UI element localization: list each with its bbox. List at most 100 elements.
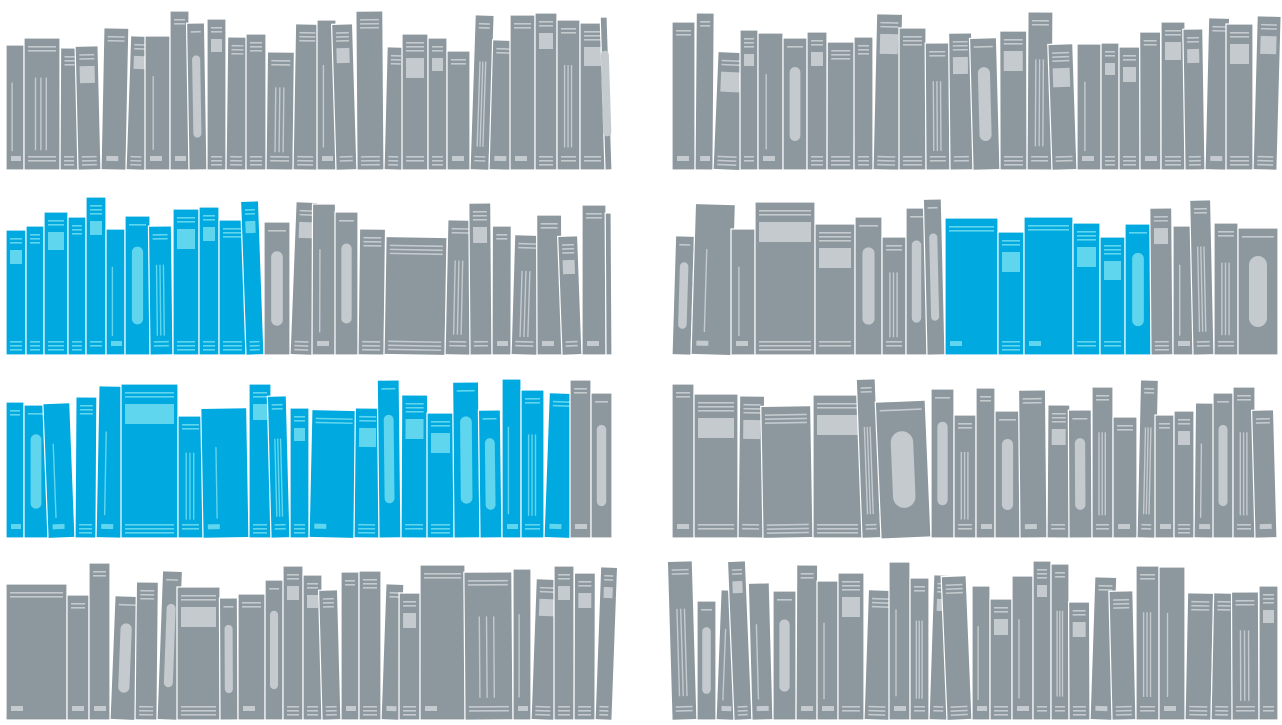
book-11 — [994, 410, 1021, 539]
book-19 — [1213, 222, 1239, 356]
book-6 — [855, 378, 882, 539]
book-5 — [814, 223, 856, 356]
book-3 — [730, 228, 756, 356]
highlighted-book-19 — [501, 378, 522, 539]
book-9 — [922, 198, 946, 356]
book-7 — [806, 31, 828, 171]
book-25 — [534, 12, 558, 171]
shelf-panel-right — [666, 11, 1282, 722]
book-23 — [1135, 565, 1160, 721]
book-23 — [573, 572, 596, 721]
shelf-row-4 — [5, 562, 619, 722]
book-7 — [144, 35, 171, 171]
book-11 — [282, 565, 304, 721]
book-20 — [427, 37, 448, 171]
highlighted-book-2 — [25, 225, 45, 356]
book-2 — [66, 594, 90, 721]
book-15 — [316, 19, 337, 171]
book-9 — [953, 414, 977, 539]
book-14 — [289, 201, 319, 357]
book-3 — [88, 562, 111, 721]
book-22 — [553, 565, 575, 721]
shelf-row-4 — [666, 560, 1279, 722]
book-1 — [5, 583, 68, 721]
book-6 — [782, 37, 808, 171]
book-5 — [757, 32, 784, 171]
book-20 — [1193, 402, 1216, 539]
book-15 — [971, 585, 991, 721]
book-25 — [1225, 23, 1254, 171]
book-11 — [225, 36, 249, 171]
book-7 — [176, 586, 221, 721]
highlighted-book-15 — [1124, 223, 1152, 356]
book-21 — [530, 578, 560, 722]
shelf-row-3 — [5, 378, 613, 540]
book-13 — [317, 589, 342, 721]
highlighted-book-1 — [5, 229, 27, 356]
book-14 — [968, 37, 1001, 171]
book-14 — [340, 571, 360, 721]
book-17 — [1011, 575, 1034, 721]
highlighted-book-9 — [172, 208, 200, 356]
book-9 — [185, 22, 208, 171]
book-24 — [594, 566, 619, 721]
book-16 — [1112, 416, 1138, 539]
highlighted-book-20 — [520, 389, 545, 539]
highlighted-book-18 — [477, 409, 503, 539]
book-28 — [1258, 585, 1279, 721]
book-22 — [1160, 21, 1186, 171]
highlighted-book-17 — [451, 381, 481, 539]
book-27 — [1230, 591, 1260, 721]
book-15 — [999, 30, 1028, 171]
book-20 — [512, 568, 532, 721]
book-11 — [888, 561, 911, 721]
book-10 — [975, 387, 996, 539]
book-20 — [468, 202, 493, 356]
book-8 — [905, 207, 928, 356]
book-25 — [581, 204, 607, 356]
book-5 — [747, 582, 774, 721]
book-2 — [23, 37, 61, 171]
book-20 — [1067, 601, 1091, 721]
book-17 — [355, 10, 385, 171]
book-18 — [1154, 414, 1175, 539]
book-5 — [134, 581, 160, 721]
shelf-row-2 — [5, 196, 613, 357]
book-8 — [169, 10, 190, 171]
book-4 — [754, 201, 816, 356]
highlighted-book-8 — [200, 407, 250, 540]
book-19 — [1050, 563, 1070, 721]
book-4 — [726, 560, 753, 721]
highlighted-book-8 — [147, 225, 174, 356]
highlighted-book-16 — [426, 412, 455, 539]
book-10 — [264, 579, 284, 721]
book-3 — [737, 395, 766, 539]
highlighted-book-7 — [124, 215, 151, 356]
highlighted-book-10 — [198, 206, 220, 356]
book-26 — [556, 19, 581, 171]
book-21 — [446, 50, 471, 171]
book-7 — [874, 399, 932, 540]
book-1 — [671, 235, 696, 356]
highlighted-book-11 — [997, 231, 1025, 356]
book-14 — [940, 574, 973, 722]
highlighted-book-11 — [289, 407, 310, 539]
book-12 — [924, 42, 951, 171]
book-1 — [671, 383, 695, 539]
book-18 — [383, 235, 448, 357]
book-12 — [302, 574, 323, 721]
book-15 — [358, 570, 382, 721]
book-6 — [772, 590, 797, 721]
book-7 — [795, 564, 819, 721]
book-20 — [1118, 46, 1141, 171]
book-2 — [693, 393, 739, 539]
highlighted-book-6 — [105, 228, 126, 356]
highlighted-book-13 — [1072, 222, 1101, 356]
highlighted-book-10 — [944, 217, 999, 356]
book-25 — [1184, 592, 1215, 721]
highlighted-book-14 — [1099, 236, 1126, 356]
book-6 — [854, 216, 883, 356]
book-28 — [599, 16, 613, 171]
book-9 — [237, 593, 266, 721]
highlighted-book-10 — [266, 395, 291, 539]
